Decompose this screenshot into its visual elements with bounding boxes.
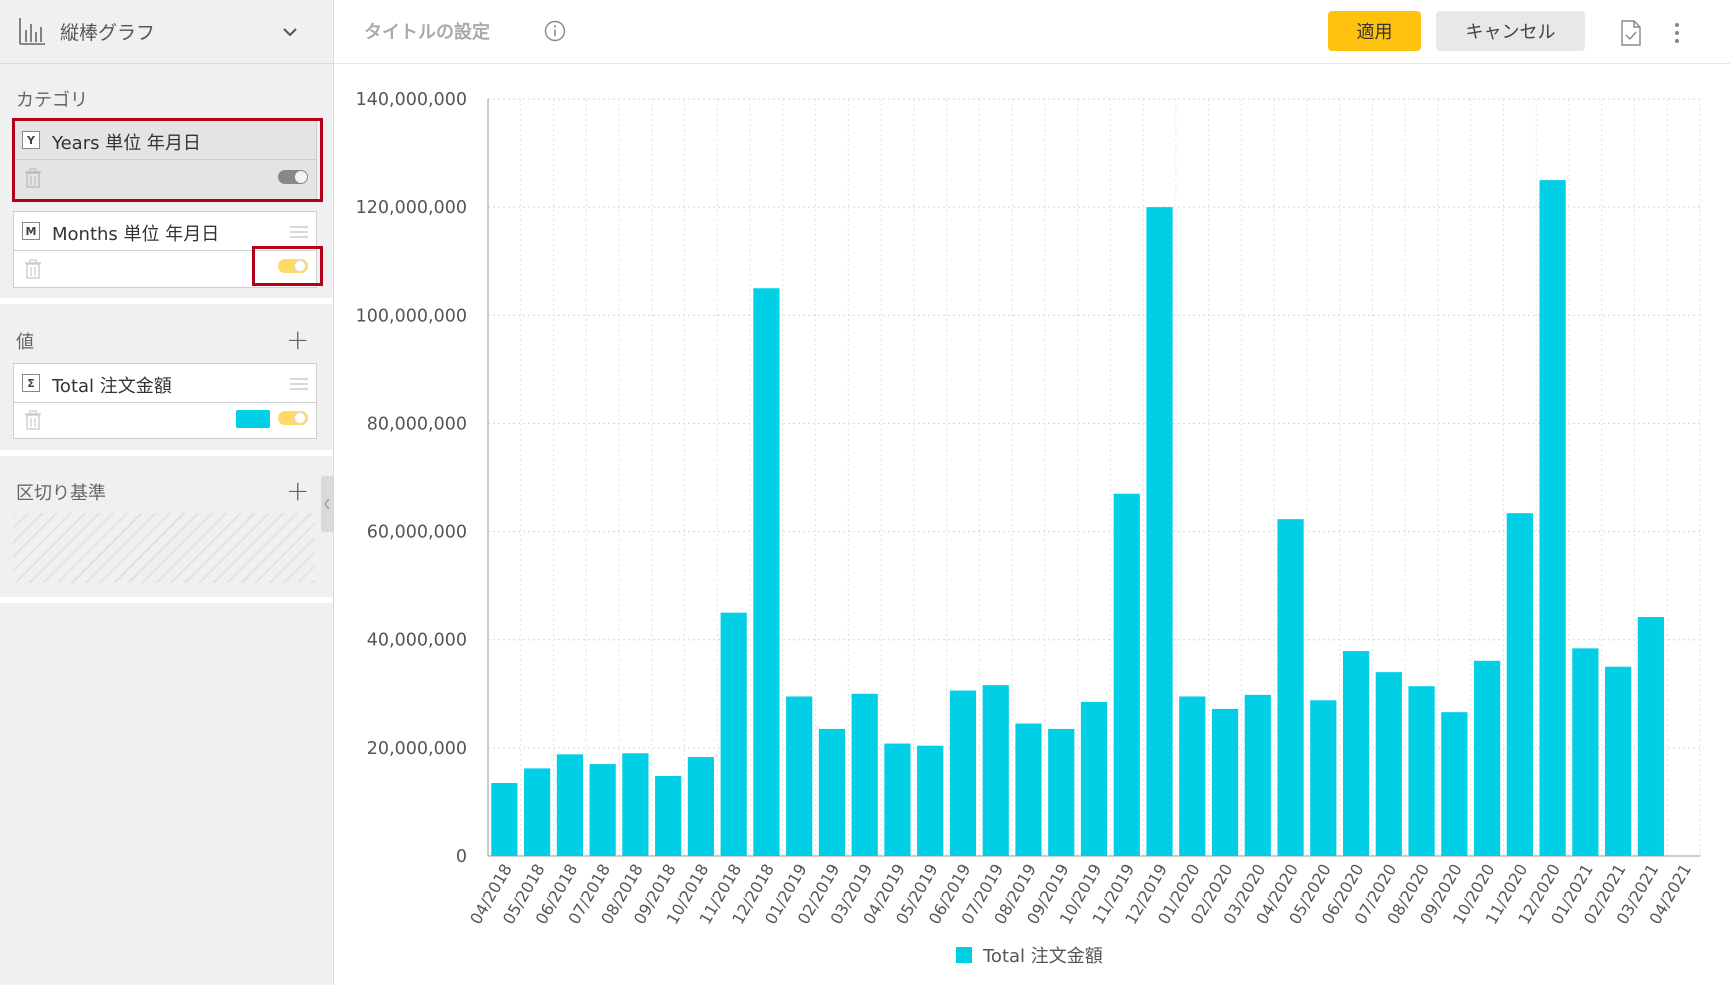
bar-01/2020 — [1179, 696, 1206, 856]
bar-07/2019 — [982, 685, 1009, 856]
bar-06/2019 — [949, 690, 977, 856]
bar-02/2021 — [1605, 666, 1632, 856]
value-field-label: Total 注文金額 — [52, 376, 172, 397]
bar-01/2019 — [786, 696, 813, 856]
bar-08/2018 — [622, 753, 649, 856]
y-tick-label: 20,000,000 — [367, 739, 467, 759]
bar-chart: 0 20,000,000 40,000,000 60,000,000 80,000,00… — [356, 90, 1701, 967]
bar-08/2019 — [1015, 723, 1042, 856]
category-field-label: Months 単位 年月日 — [52, 224, 220, 245]
bar-03/2021 — [1637, 617, 1664, 856]
bar-09/2018 — [655, 775, 682, 856]
bar-04/2020 — [1277, 519, 1304, 856]
bar-07/2020 — [1375, 672, 1402, 856]
bar-09/2020 — [1441, 712, 1468, 856]
bar-11/2020 — [1506, 513, 1533, 856]
category-field-months[interactable]: M Months 単位 年月日 — [13, 211, 317, 288]
month-badge-icon: M — [22, 222, 40, 240]
chart-type-selector[interactable]: 縦棒グラフ — [0, 0, 333, 64]
bar-08/2020 — [1408, 686, 1435, 856]
bar-chart-icon — [19, 18, 45, 45]
bar-06/2018 — [556, 754, 583, 856]
add-value-button[interactable]: + — [286, 323, 310, 356]
legend-swatch — [956, 947, 972, 963]
y-tick-label: 140,000,000 — [356, 90, 467, 110]
y-tick-label: 120,000,000 — [356, 198, 467, 218]
visibility-toggle[interactable] — [278, 411, 308, 425]
trash-icon[interactable] — [24, 259, 42, 279]
bar-05/2018 — [524, 768, 551, 856]
bar-03/2019 — [851, 693, 878, 856]
drag-handle-icon[interactable] — [290, 378, 308, 390]
info-icon[interactable] — [544, 20, 566, 42]
bar-01/2021 — [1572, 648, 1599, 856]
field-settings-panel: 縦棒グラフ カテゴリ Y Years 単位 年月日 M Months 単位 年月… — [0, 0, 334, 985]
category-field-label: Years 単位 年月日 — [52, 133, 201, 154]
year-badge-icon: Y — [22, 131, 40, 149]
bar-03/2020 — [1244, 694, 1271, 856]
bar-02/2020 — [1211, 708, 1239, 856]
category-field-years[interactable]: Y Years 単位 年月日 — [13, 120, 317, 200]
chart-type-label: 縦棒グラフ — [60, 22, 156, 44]
bar-04/2019 — [884, 743, 911, 856]
bar-10/2018 — [687, 757, 715, 856]
breakout-drop-zone[interactable] — [13, 513, 315, 583]
section-divider — [0, 597, 333, 603]
cancel-button[interactable]: キャンセル — [1436, 11, 1585, 51]
collapse-panel-handle[interactable] — [321, 476, 333, 532]
section-divider — [0, 298, 333, 304]
more-options-icon[interactable] — [1674, 22, 1680, 44]
bar-04/2018 — [491, 783, 518, 856]
visibility-toggle[interactable] — [278, 170, 308, 184]
chart-title-input[interactable]: タイトルの設定 — [364, 22, 490, 43]
chart-editor-main: タイトルの設定 適用 キャンセル 0 20,000,000 40,000,000 60… — [334, 0, 1730, 985]
y-tick-label: 0 — [456, 847, 467, 867]
visibility-toggle[interactable] — [278, 259, 308, 273]
sum-badge-icon: Σ — [22, 374, 40, 392]
bar-05/2020 — [1310, 700, 1337, 856]
y-tick-label: 80,000,000 — [367, 414, 467, 434]
bar-12/2020 — [1539, 180, 1566, 856]
bar-06/2020 — [1342, 651, 1370, 856]
series-color-swatch[interactable] — [236, 410, 270, 428]
apply-button[interactable]: 適用 — [1328, 11, 1421, 51]
section-divider — [0, 450, 333, 456]
add-breakout-button[interactable]: + — [286, 474, 310, 507]
bar-10/2019 — [1080, 701, 1108, 856]
bar-10/2020 — [1473, 660, 1501, 856]
bar-02/2019 — [818, 728, 846, 856]
trash-icon[interactable] — [24, 168, 42, 188]
y-tick-label: 100,000,000 — [356, 306, 467, 326]
value-field-total[interactable]: Σ Total 注文金額 — [13, 363, 317, 439]
breakout-section-title: 区切り基準 — [16, 483, 106, 504]
chevron-down-icon[interactable] — [282, 24, 298, 40]
bar-12/2019 — [1146, 207, 1173, 857]
bar-07/2018 — [589, 764, 616, 856]
values-section-title: 値 — [16, 332, 34, 353]
drag-handle-icon[interactable] — [290, 226, 308, 238]
y-tick-label: 60,000,000 — [367, 523, 467, 543]
bar-11/2018 — [720, 612, 747, 856]
bar-11/2019 — [1113, 493, 1140, 856]
bar-09/2019 — [1048, 728, 1075, 856]
export-document-icon[interactable] — [1620, 20, 1642, 46]
legend-label: Total 注文金額 — [982, 946, 1103, 967]
y-tick-label: 40,000,000 — [367, 631, 467, 651]
trash-icon[interactable] — [24, 410, 42, 430]
bar-05/2019 — [917, 745, 944, 856]
chevron-left-icon — [324, 498, 330, 510]
category-section-title: カテゴリ — [16, 90, 88, 111]
chart-toolbar: タイトルの設定 適用 キャンセル — [334, 0, 1730, 64]
bar-12/2018 — [753, 288, 780, 856]
